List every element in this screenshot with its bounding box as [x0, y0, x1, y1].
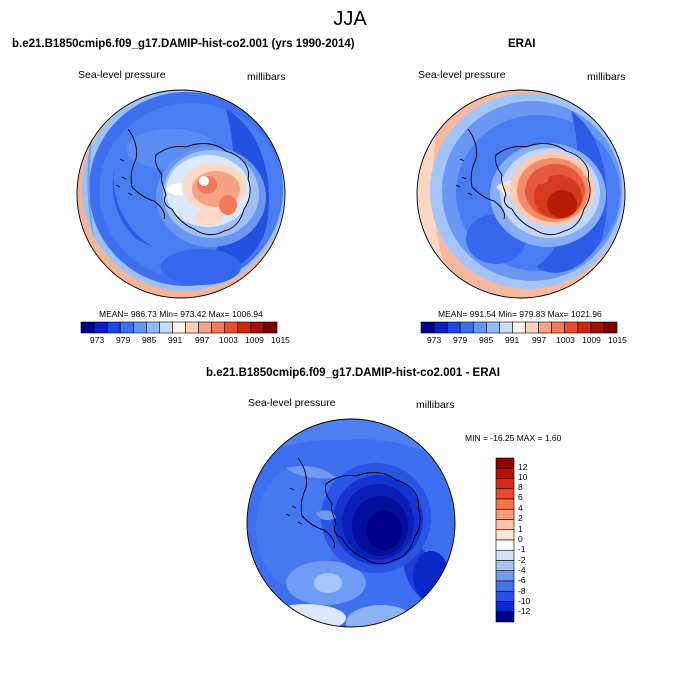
panel2-tick: 979 — [453, 335, 468, 345]
panel3-tick: 2 — [518, 513, 523, 523]
colorbar-swatch — [495, 580, 515, 592]
panel3-tick: 6 — [518, 492, 523, 502]
panel2-colorbar — [420, 321, 618, 334]
colorbar-swatch — [185, 321, 199, 334]
panel2-tick: 991 — [505, 335, 520, 345]
colorbar-swatch — [495, 590, 515, 602]
panel3-tick: 0 — [518, 534, 523, 544]
panel3-tick: -8 — [518, 586, 526, 596]
panel3-tick: -2 — [518, 555, 526, 565]
colorbar-swatch — [237, 321, 252, 334]
panel3-tick: -1 — [518, 544, 526, 554]
colorbar-swatch — [495, 560, 515, 572]
colorbar-swatch — [495, 549, 515, 561]
panel2-tick: 1003 — [556, 335, 575, 345]
colorbar-swatch — [250, 321, 265, 334]
panel2-variable-label: Sea-level pressure — [418, 69, 506, 81]
panel2-tick: 985 — [479, 335, 494, 345]
colorbar-swatch — [564, 321, 579, 334]
panel3-stats: MIN = -16.25 MAX = 1.60 — [465, 433, 562, 443]
colorbar-swatch — [525, 321, 539, 334]
colorbar-swatch — [198, 321, 212, 334]
panel2-stats: MEAN= 991.54 Min= 979.83 Max= 1021.96 — [438, 309, 602, 319]
panel2-tick: 1009 — [582, 335, 601, 345]
colorbar-swatch — [499, 321, 513, 334]
colorbar-swatch — [211, 321, 226, 334]
colorbar-swatch — [224, 321, 239, 334]
panel3-tick: -6 — [518, 575, 526, 585]
panel1-tick: 985 — [142, 335, 157, 345]
figure-title: JJA — [333, 8, 367, 30]
colorbar-swatch — [495, 519, 515, 531]
colorbar-swatch — [495, 457, 515, 469]
colorbar-swatch — [119, 321, 134, 334]
colorbar-swatch — [486, 321, 500, 334]
panel2-polar-map — [416, 89, 626, 299]
colorbar-swatch — [495, 508, 515, 520]
colorbar-swatch — [159, 321, 173, 334]
panel1-tick: 997 — [195, 335, 210, 345]
colorbar-swatch — [495, 601, 515, 613]
panel2-tick: 973 — [427, 335, 442, 345]
colorbar-swatch — [495, 611, 515, 623]
panel3-tick: 8 — [518, 482, 523, 492]
panel3-units-label: millibars — [416, 399, 455, 411]
panel1-stats: MEAN= 986.73 Min= 973.42 Max= 1006.94 — [99, 309, 263, 319]
panel1-colorbar-ticks: 973 979 985 991 997 1003 1009 1015 — [81, 335, 290, 345]
colorbar-swatch — [495, 529, 515, 541]
panel3-tick: 12 — [518, 462, 528, 472]
colorbar-swatch — [263, 321, 278, 334]
panel3-tick: 10 — [518, 472, 528, 482]
panel3-colorbar — [495, 457, 515, 623]
panel3-tick: 4 — [518, 503, 523, 513]
colorbar-swatch — [446, 321, 461, 334]
colorbar-swatch — [590, 321, 605, 334]
colorbar-swatch — [459, 321, 474, 334]
panel1-tick: 973 — [90, 335, 105, 345]
panel3-tick: -10 — [518, 596, 531, 606]
panel2-colorbar-ticks: 973 979 985 991 997 1003 1009 1015 — [421, 335, 627, 345]
panel1-tick: 979 — [116, 335, 131, 345]
colorbar-swatch — [603, 321, 618, 334]
panel1-tick: 1015 — [271, 335, 290, 345]
colorbar-swatch — [146, 321, 160, 334]
colorbar-swatch — [106, 321, 121, 334]
colorbar-swatch — [433, 321, 448, 334]
colorbar-swatch — [132, 321, 147, 334]
colorbar-swatch — [495, 478, 515, 490]
panel2-title: ERAI — [508, 38, 536, 50]
panel1-units-label: millibars — [247, 71, 286, 83]
colorbar-swatch — [495, 498, 515, 510]
panel1-tick: 991 — [168, 335, 183, 345]
panel1-tick: 1003 — [219, 335, 238, 345]
panel3-tick: -4 — [518, 565, 526, 575]
colorbar-swatch — [495, 467, 515, 479]
panel2-tick: 997 — [532, 335, 547, 345]
panel3-tick: 1 — [518, 524, 523, 534]
panel3-tick: -12 — [518, 606, 531, 616]
colorbar-swatch — [93, 321, 108, 334]
colorbar-swatch — [538, 321, 552, 334]
panel1-tick: 1009 — [245, 335, 264, 345]
colorbar-swatch — [495, 570, 515, 582]
panel3-polar-map — [246, 418, 456, 628]
colorbar-swatch — [495, 539, 515, 551]
colorbar-swatch — [172, 321, 186, 334]
colorbar-swatch — [495, 488, 515, 500]
panel1-variable-label: Sea-level pressure — [78, 69, 166, 81]
colorbar-swatch — [420, 321, 435, 334]
panel1-colorbar — [80, 321, 278, 334]
colorbar-swatch — [80, 321, 95, 334]
colorbar-swatch — [577, 321, 592, 334]
colorbar-swatch — [472, 321, 487, 334]
colorbar-swatch — [512, 321, 526, 334]
panel2-units-label: millibars — [587, 71, 626, 83]
panel3-variable-label: Sea-level pressure — [248, 397, 336, 409]
panel2-tick: 1015 — [608, 335, 627, 345]
panel1-polar-map — [76, 89, 286, 299]
panel3-colorbar-ticks: 12 10 8 6 4 2 1 0 -1 -2 -4 -6 -8 -10 -12 — [518, 458, 548, 622]
panel3-title: b.e21.B1850cmip6.f09_g17.DAMIP-hist-co2.… — [206, 367, 501, 379]
colorbar-swatch — [551, 321, 566, 334]
panel1-title: b.e21.B1850cmip6.f09_g17.DAMIP-hist-co2.… — [12, 38, 355, 50]
